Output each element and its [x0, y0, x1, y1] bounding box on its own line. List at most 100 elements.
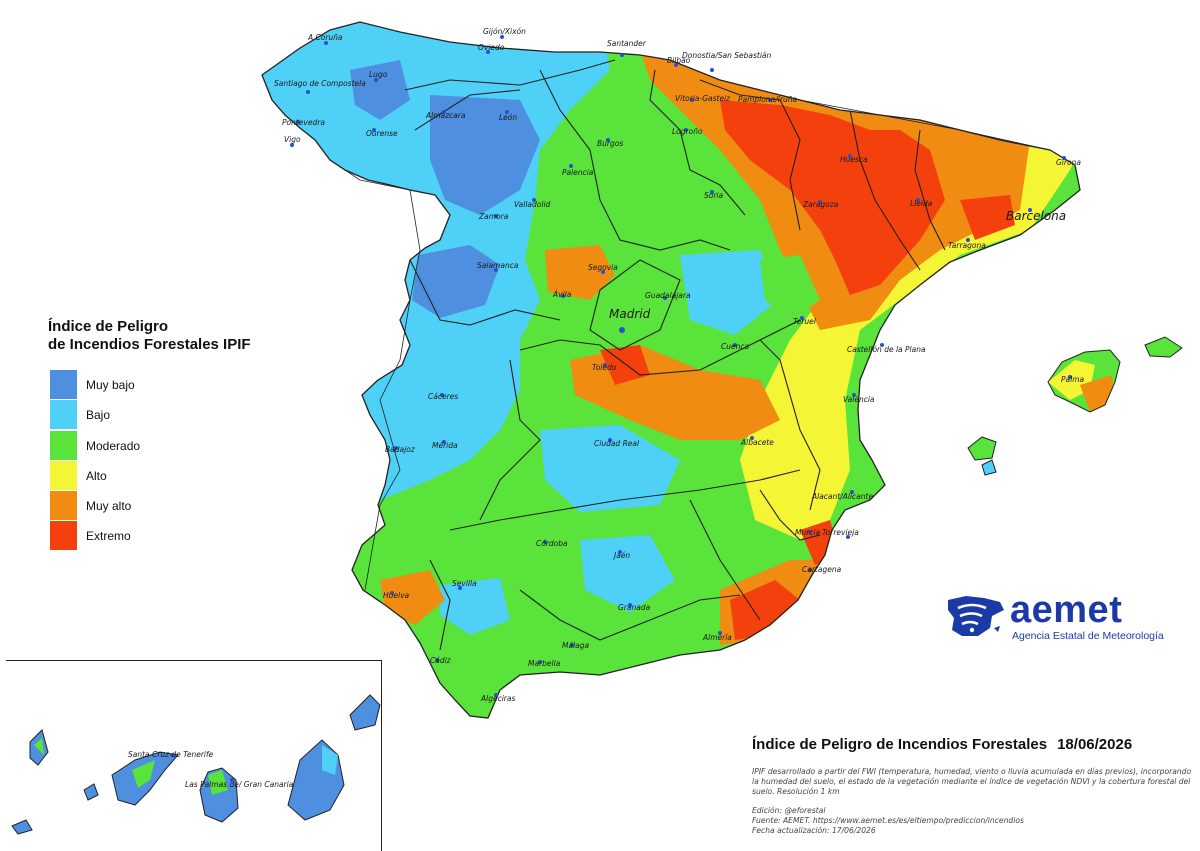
map-date: 18/06/2026 — [1057, 736, 1133, 753]
city-marker — [880, 343, 884, 347]
city-label: Córdoba — [536, 539, 568, 548]
legend-label: Muy alto — [86, 499, 132, 514]
city-label: Soria — [704, 191, 724, 200]
city-label: Ourense — [366, 129, 398, 138]
city-label: Cuenca — [721, 342, 749, 351]
city-label: Lugo — [369, 70, 388, 79]
city-marker — [618, 550, 622, 554]
city-label: Huelva — [383, 591, 410, 600]
map-source: Fuente: AEMET. https://www.aemet.es/es/e… — [752, 816, 1024, 825]
region-borders — [404, 59, 946, 651]
city-marker — [852, 393, 856, 397]
city-label: Pamplona/Iruña — [738, 95, 798, 104]
city-marker — [494, 693, 498, 697]
city-marker — [808, 530, 812, 534]
legend-swatch — [50, 430, 77, 460]
city-marker — [808, 568, 812, 572]
map-title: Índice de Peligro de Incendios Forestale… — [752, 736, 1192, 753]
city-label: Almería — [702, 633, 732, 642]
city-label: Tarragona — [948, 241, 986, 250]
city-label: Guadalajara — [645, 291, 691, 300]
legend-item: Muy bajo — [48, 370, 308, 400]
city-marker — [710, 190, 714, 194]
balearic-islands — [967, 336, 1183, 476]
city-marker — [561, 294, 565, 298]
city-label: València — [843, 395, 875, 404]
city-marker — [442, 440, 446, 444]
city-marker — [733, 343, 737, 347]
legend-swatch — [50, 460, 77, 490]
city-marker — [532, 198, 536, 202]
city-label: Marbella — [528, 659, 561, 668]
city-marker — [620, 53, 624, 57]
city-marker — [538, 660, 542, 664]
city-marker — [569, 164, 573, 168]
city-marker — [296, 120, 300, 124]
legend-swatch — [50, 491, 77, 521]
city-label: Toledo — [592, 363, 617, 372]
city-label: Vigo — [284, 135, 301, 144]
city-marker — [684, 128, 688, 132]
city-marker — [1062, 156, 1066, 160]
city-label: Cartagena — [802, 565, 842, 574]
legend-item: Bajo — [48, 400, 308, 430]
legend-label: Alto — [86, 468, 107, 483]
city-marker — [435, 658, 439, 662]
city-markers: A Coruña Gijón/Xixón Oviedo Santander Do… — [128, 27, 1085, 789]
map-updated: Fecha actualización: 17/06/2026 — [752, 826, 876, 835]
legend: Índice de Peligro de Incendios Forestale… — [48, 318, 308, 552]
legend-title-line2: de Incendios Forestales IPIF — [48, 336, 251, 353]
city-label: Ciudad Real — [594, 439, 640, 448]
legend-item: Muy alto — [48, 491, 308, 521]
city-marker — [458, 586, 462, 590]
city-label: Granada — [618, 603, 651, 612]
city-marker — [628, 603, 632, 607]
city-label: Zaragoza — [802, 200, 839, 209]
city-label: Almazcara — [425, 111, 466, 120]
city-marker — [606, 138, 610, 142]
city-label: Castellón de la Plana — [847, 345, 926, 354]
city-marker — [505, 110, 509, 114]
city-marker — [768, 98, 772, 102]
legend-item: Moderado — [48, 430, 308, 461]
city-marker — [543, 540, 547, 544]
city-label: A Coruña — [307, 33, 343, 42]
aemet-emblem-icon — [948, 596, 1004, 636]
city-marker — [494, 268, 498, 272]
city-marker — [494, 214, 498, 218]
city-label: Donostia/San Sebastián — [682, 51, 772, 60]
city-label: Burgos — [597, 139, 623, 148]
city-label: Badajoz — [385, 445, 416, 454]
city-marker — [170, 753, 174, 757]
city-marker — [440, 393, 444, 397]
city-marker — [690, 98, 694, 102]
city-label: Ávila — [552, 290, 572, 299]
city-marker — [394, 446, 398, 450]
city-marker — [570, 643, 574, 647]
city-marker — [663, 296, 667, 300]
city-label: Cáceres — [428, 392, 458, 401]
city-label: Las Palmas de/ Gran Canaria — [185, 780, 294, 789]
map-info: Índice de Peligro de Incendios Forestale… — [752, 736, 1192, 836]
aemet-wordmark: aemet — [1010, 589, 1123, 631]
city-label: León — [499, 113, 517, 122]
map-title-text: Índice de Peligro de Incendios Forestale… — [752, 736, 1048, 753]
city-label: Sevilla — [452, 579, 477, 588]
city-marker — [500, 35, 504, 39]
city-label: Santander — [607, 39, 647, 48]
city-label: Torrevieja — [822, 528, 859, 537]
city-label: Cádiz — [430, 656, 452, 665]
city-label: Mérida — [432, 441, 458, 450]
city-marker — [966, 238, 970, 242]
city-label: Santiago de Compostela — [274, 79, 366, 88]
city-label: Málaga — [562, 641, 590, 650]
city-label: Jaén — [612, 551, 630, 560]
city-marker — [324, 41, 328, 45]
city-label: Albacete — [740, 438, 774, 447]
legend-swatch — [50, 370, 77, 399]
city-marker — [674, 63, 678, 67]
city-marker — [603, 363, 607, 367]
city-label: Girona — [1056, 158, 1081, 167]
city-label: Vitoria-Gasteiz — [675, 94, 731, 103]
